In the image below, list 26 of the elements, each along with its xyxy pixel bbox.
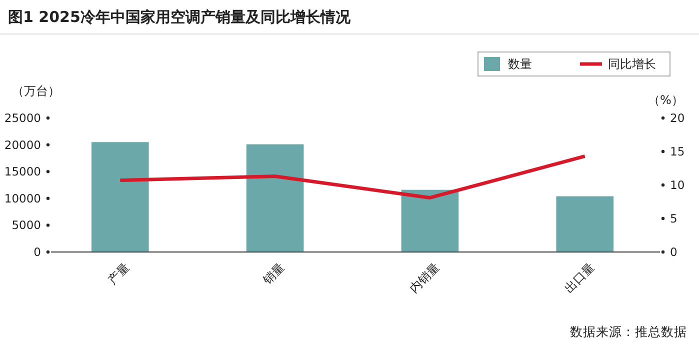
x-tick-label: 出口量 xyxy=(562,260,597,296)
y2-tick-label: 15 xyxy=(670,144,685,159)
legend-label: 数量 xyxy=(508,57,532,72)
y-tick-label: 25000 xyxy=(4,111,41,126)
legend-label: 同比增长 xyxy=(608,57,656,72)
y2-tick-label: 20 xyxy=(670,111,685,126)
y2-tick-label: 5 xyxy=(670,212,678,226)
y-tick-label: 0 xyxy=(34,245,41,260)
y2-tick-label: 10 xyxy=(670,178,685,192)
y-tick-label: 5000 xyxy=(12,218,41,232)
y2-tick-label: 0 xyxy=(670,245,678,260)
y2-axis-title: （%） xyxy=(648,93,684,107)
y-axis-title: （万台） xyxy=(12,84,60,98)
line-series xyxy=(118,154,587,200)
x-tick-label: 产量 xyxy=(105,260,132,288)
bar xyxy=(246,144,304,252)
x-tick-label: 销量 xyxy=(260,260,288,288)
y-tick-label: 20000 xyxy=(4,138,41,152)
bar xyxy=(401,190,459,252)
bar xyxy=(91,142,149,252)
bar xyxy=(556,196,614,252)
x-tick-label: 内销量 xyxy=(406,260,442,296)
chart-title: 图1 2025冷年中国家用空调产销量及同比增长情况 xyxy=(8,8,352,26)
y-tick-label: 15000 xyxy=(4,164,41,179)
source-note: 数据来源：推总数据 xyxy=(570,324,687,339)
y-tick-label: 10000 xyxy=(4,191,41,206)
